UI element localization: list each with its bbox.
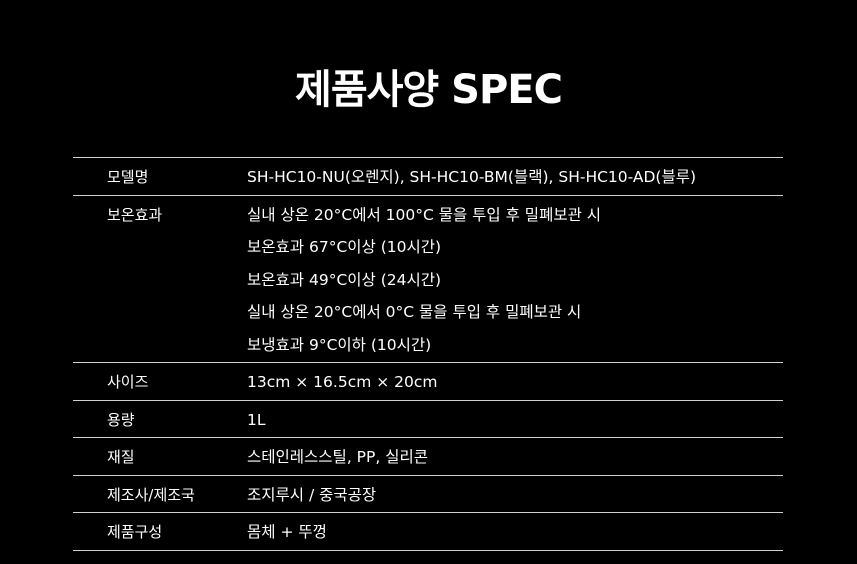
spec-table: 모델명 SH-HC10-NU(오렌지), SH-HC10-BM(블랙), SH-H…: [73, 157, 783, 551]
spec-value: 실내 상온 20°C에서 100°C 물을 투입 후 밀폐보관 시: [247, 205, 602, 224]
spec-row: 제품구성 몸체 + 뚜껑: [73, 513, 783, 551]
page-title: 제품사양 SPEC: [295, 67, 563, 113]
spec-values: 13cm × 16.5cm × 20cm: [247, 363, 783, 400]
spec-values: SH-HC10-NU(오렌지), SH-HC10-BM(블랙), SH-HC10…: [247, 158, 783, 195]
spec-values: 조지루시 / 중국공장: [247, 476, 783, 513]
spec-label: 보온효과: [107, 205, 163, 224]
spec-value: SH-HC10-NU(오렌지), SH-HC10-BM(블랙), SH-HC10…: [247, 168, 697, 186]
spec-row: 사이즈 13cm × 16.5cm × 20cm: [73, 363, 783, 401]
spec-value: 조지루시 / 중국공장: [247, 485, 377, 504]
spec-label: 용량: [107, 410, 135, 429]
spec-value: 보온효과 49°C이상 (24시간): [247, 270, 442, 289]
spec-value: 1L: [247, 410, 266, 429]
spec-values: 스테인레스스틸, PP, 실리콘: [247, 438, 783, 475]
spec-label: 모델명: [107, 168, 149, 186]
spec-label: 제조사/제조국: [107, 485, 195, 504]
spec-value: 보온효과 67°C이상 (10시간): [247, 238, 442, 256]
spec-row: 재질 스테인레스스틸, PP, 실리콘: [73, 438, 783, 476]
spec-value: 스테인레스스틸, PP, 실리콘: [247, 448, 429, 466]
spec-values: 1L: [247, 401, 783, 438]
spec-row: 제조사/제조국 조지루시 / 중국공장: [73, 476, 783, 513]
spec-value: 몸체 + 뚜껑: [247, 523, 327, 541]
spec-value: 실내 상온 20°C에서 0°C 물을 투입 후 밀폐보관 시: [247, 303, 582, 321]
spec-label: 재질: [107, 448, 135, 466]
spec-value: 보냉효과 9°C이하 (10시간): [247, 335, 432, 354]
spec-label: 사이즈: [107, 373, 149, 391]
spec-label: 제품구성: [107, 523, 163, 541]
spec-row: 모델명 SH-HC10-NU(오렌지), SH-HC10-BM(블랙), SH-H…: [73, 158, 783, 196]
spec-value: 13cm × 16.5cm × 20cm: [247, 373, 438, 391]
spec-row: 용량 1L: [73, 401, 783, 438]
spec-values: 몸체 + 뚜껑: [247, 513, 783, 550]
